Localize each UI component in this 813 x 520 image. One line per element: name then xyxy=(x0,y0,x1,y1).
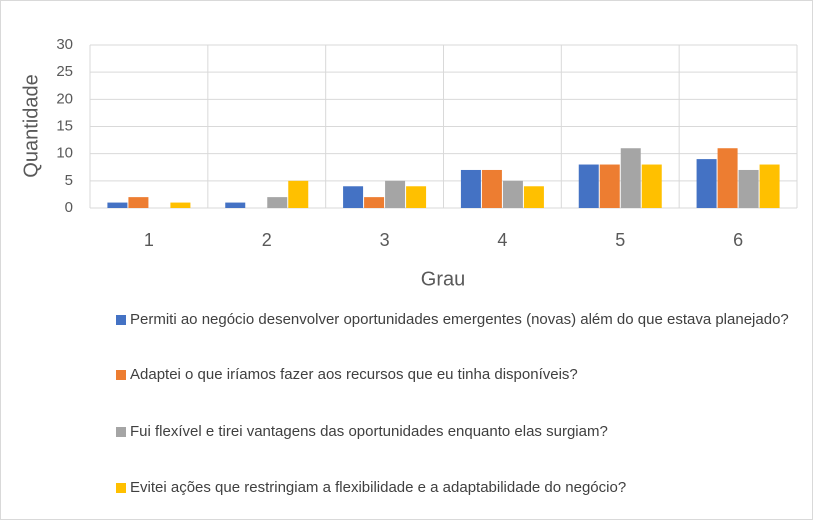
bar xyxy=(599,164,620,208)
bar xyxy=(502,180,523,208)
legend-entry: Evitei ações que restringiam a flexibili… xyxy=(116,477,800,499)
bar xyxy=(406,186,427,208)
bar xyxy=(620,148,641,208)
bar xyxy=(759,164,780,208)
bar xyxy=(364,197,385,208)
legend-label: Permiti ao negócio desenvolver oportunid… xyxy=(130,311,789,328)
legend-swatch xyxy=(116,483,126,493)
x-tick-label: 4 xyxy=(497,230,507,250)
bar xyxy=(717,148,738,208)
y-tick-label: 15 xyxy=(56,117,73,134)
legend-swatch xyxy=(116,370,126,380)
y-axis-label: Quantidade xyxy=(20,74,42,177)
x-tick-label: 1 xyxy=(144,230,154,250)
bar xyxy=(107,202,128,208)
x-tick-label: 2 xyxy=(262,230,272,250)
legend-label: Adaptei o que iríamos fazer aos recursos… xyxy=(130,366,578,383)
bar xyxy=(225,202,246,208)
x-tick-label: 3 xyxy=(380,230,390,250)
y-tick-label: 10 xyxy=(56,145,73,162)
legend-entry: Adaptei o que iríamos fazer aos recursos… xyxy=(116,364,800,386)
bar xyxy=(267,197,288,208)
y-tick-label: 20 xyxy=(56,90,73,107)
legend-entry: Permiti ao negócio desenvolver oportunid… xyxy=(116,309,800,331)
legend-label: Evitei ações que restringiam a flexibili… xyxy=(130,479,627,496)
legend-entry: Fui flexível e tirei vantagens das oport… xyxy=(116,421,800,443)
legend-swatch xyxy=(116,315,126,325)
bar xyxy=(385,180,406,208)
y-tick-label: 30 xyxy=(56,36,73,53)
bar xyxy=(696,159,717,208)
bar xyxy=(170,202,191,208)
bar xyxy=(343,186,364,208)
bar xyxy=(578,164,599,208)
legend-swatch xyxy=(116,427,126,437)
bar xyxy=(288,180,309,208)
bar xyxy=(523,186,544,208)
bar xyxy=(460,169,481,208)
x-tick-label: 6 xyxy=(733,230,743,250)
x-axis-label: Grau xyxy=(421,268,465,290)
y-tick-label: 25 xyxy=(56,63,73,80)
legend-label: Fui flexível e tirei vantagens das oport… xyxy=(130,423,608,440)
bar xyxy=(481,169,502,208)
x-tick-label: 5 xyxy=(615,230,625,250)
bar xyxy=(128,197,149,208)
y-tick-label: 5 xyxy=(65,172,73,189)
bar xyxy=(738,169,759,208)
y-tick-label: 0 xyxy=(65,199,73,216)
bar xyxy=(641,164,662,208)
